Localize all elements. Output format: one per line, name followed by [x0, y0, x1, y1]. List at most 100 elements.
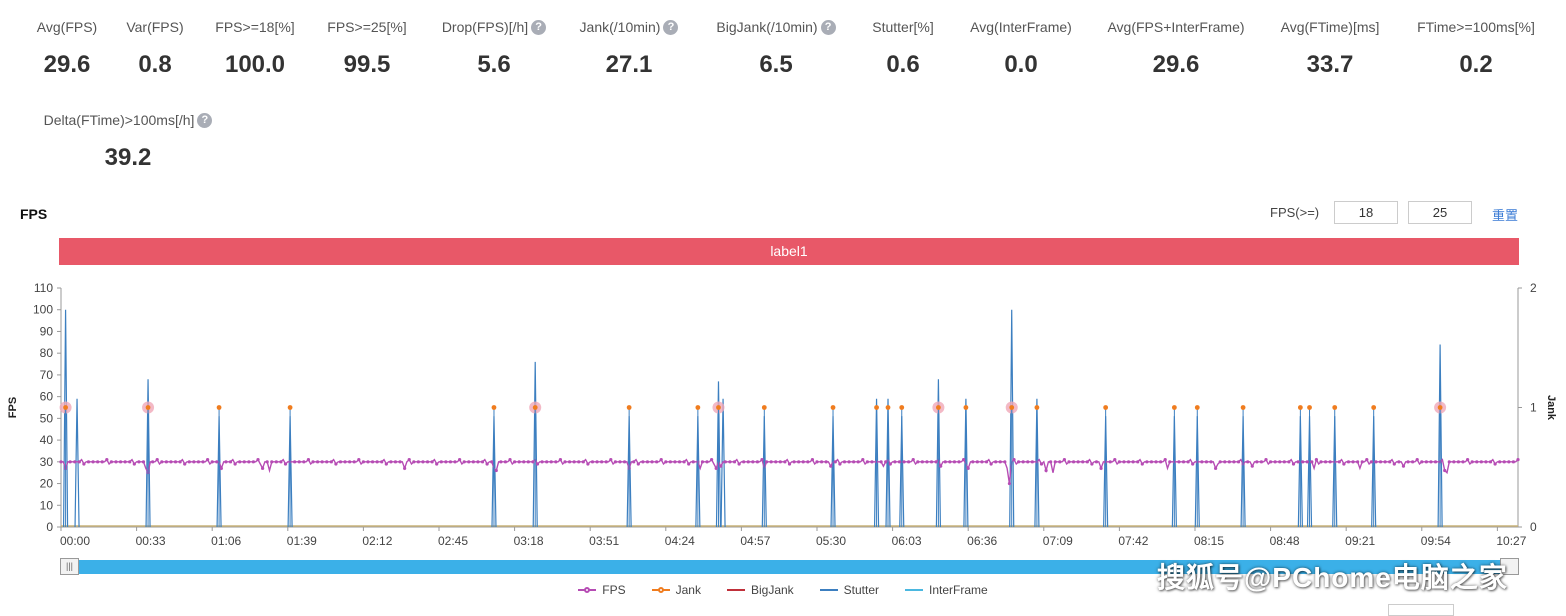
fps-point	[659, 458, 663, 462]
fps-point	[833, 460, 837, 464]
fps-point	[1259, 460, 1264, 464]
fps-point	[531, 460, 535, 464]
legend-item-bigjank[interactable]: BigJank	[726, 583, 794, 597]
fps-point	[352, 460, 356, 464]
legend-item-fps[interactable]: FPS	[578, 583, 626, 597]
help-icon[interactable]: ?	[820, 19, 836, 35]
legend-item-interframe[interactable]: InterFrame	[905, 583, 988, 597]
x-tick-label: 01:06	[211, 534, 241, 548]
fps-point	[1273, 460, 1277, 464]
stat-label-text: FPS>=18[%]	[215, 19, 295, 35]
legend-item-stutter[interactable]: Stutter	[819, 583, 879, 597]
fps-point	[1388, 460, 1392, 464]
fps-point	[764, 460, 769, 464]
fps-threshold-input-1[interactable]	[1334, 201, 1398, 224]
jank-point	[532, 405, 538, 410]
fps-point	[824, 460, 828, 464]
fps-point	[1401, 464, 1406, 468]
stat-label: BigJank(/10min)?	[676, 19, 876, 35]
fps-point	[137, 460, 141, 464]
fps-point	[380, 460, 384, 464]
fps-point	[242, 460, 246, 464]
reset-button[interactable]: 重置	[1492, 208, 1519, 223]
stat-label-text: BigJank(/10min)	[716, 19, 818, 35]
fps-point	[1443, 468, 1447, 473]
fps-chart: 0 10 20 30 40 50 60 70 80 90 100 110 0 1 2 FPS Jank 00:00…	[7, 281, 1557, 548]
stat-label-text: Jank(/10min)	[579, 19, 661, 35]
fps-point	[622, 460, 627, 464]
fps-point	[1168, 460, 1172, 464]
fps-point	[732, 460, 737, 464]
fps-point	[233, 462, 237, 466]
fps-point	[948, 460, 952, 464]
help-icon[interactable]: ?	[197, 112, 213, 128]
zoom-handle-left[interactable]: |||	[60, 558, 79, 575]
zoom-slider-track[interactable]	[60, 560, 1518, 574]
fps-point	[994, 460, 998, 464]
fps-point	[884, 460, 888, 464]
fps-point	[393, 460, 398, 464]
fps-point	[586, 462, 590, 466]
fps-point	[467, 460, 471, 464]
fps-point	[645, 460, 650, 464]
fps-point	[952, 460, 957, 464]
fps-point	[1287, 460, 1291, 464]
fps-point	[490, 460, 494, 464]
jank-point	[716, 405, 721, 410]
fps-point	[517, 460, 521, 464]
fps-point	[943, 460, 947, 464]
zoom-handle-right[interactable]	[1500, 558, 1519, 575]
fps-point	[632, 460, 636, 464]
fps-point	[1511, 460, 1516, 464]
fps-point	[975, 460, 979, 464]
fps-point	[522, 460, 526, 464]
fps-point	[1067, 460, 1071, 464]
fps-point	[746, 460, 750, 464]
help-icon[interactable]: ?	[663, 19, 679, 35]
fps-point	[1397, 460, 1401, 464]
stat-label-text: Delta(FTime)>100ms[/h]	[43, 112, 195, 128]
fps-point	[1319, 460, 1323, 464]
fps-point	[1411, 460, 1415, 464]
fps-point	[196, 460, 201, 464]
stat-label: FTime>=100ms[%]	[1376, 19, 1566, 35]
jank-point	[1240, 405, 1246, 410]
y-tick-label: 40	[40, 433, 54, 447]
fps-point	[444, 460, 448, 464]
fps-threshold-input-2[interactable]	[1408, 201, 1472, 224]
stat-label: Avg(FPS)	[0, 19, 167, 35]
fps-point	[655, 460, 659, 464]
stat-value: 99.5	[343, 51, 391, 78]
fps-point	[1071, 460, 1076, 464]
fps-point	[260, 466, 265, 470]
stat-label: Stutter[%]	[803, 19, 1003, 35]
fps-point	[1365, 458, 1369, 462]
jank-point	[1194, 405, 1200, 410]
fps-point	[971, 460, 975, 464]
fps-point	[73, 460, 77, 464]
x-tick-label: 04:57	[740, 534, 770, 548]
fps-point	[613, 460, 617, 464]
fps-point	[173, 460, 178, 464]
fps-point	[893, 460, 897, 464]
legend-item-jank[interactable]: Jank	[651, 583, 701, 597]
stat-value: 100.0	[224, 51, 286, 78]
fps-point	[929, 460, 934, 464]
fps-point	[1007, 481, 1012, 486]
fps-point	[852, 460, 856, 464]
fps-point	[238, 460, 242, 464]
fps-point	[1356, 460, 1360, 464]
fps-point	[755, 460, 760, 464]
fps-point	[169, 460, 173, 464]
fps-point	[1429, 460, 1433, 464]
help-icon[interactable]: ?	[531, 19, 547, 35]
chart-title: FPS	[20, 206, 48, 222]
fps-point	[618, 460, 622, 464]
fps-point	[1090, 462, 1094, 466]
fps-point	[636, 462, 640, 466]
y2-tick-label: 1	[1530, 401, 1537, 415]
fps-point	[1369, 460, 1373, 464]
jank-point	[1009, 405, 1015, 410]
fps-point	[375, 460, 379, 464]
label-bar[interactable]: label1	[59, 238, 1519, 265]
